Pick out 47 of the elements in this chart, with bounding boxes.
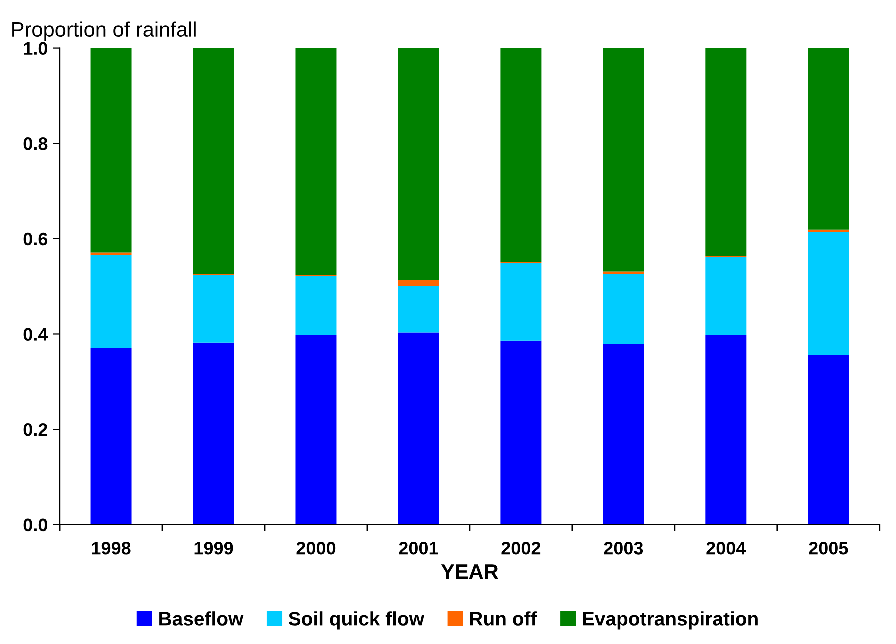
bar bbox=[808, 230, 850, 232]
y-tick-label: 0.8 bbox=[24, 138, 48, 150]
bar bbox=[603, 274, 644, 344]
x-tick-label: 2002 bbox=[502, 542, 541, 555]
bar bbox=[603, 344, 644, 525]
legend-label: Baseflow bbox=[160, 612, 244, 626]
legend-label: Evapotranspiration bbox=[583, 612, 758, 630]
y-tick-label: 0.6 bbox=[24, 232, 48, 246]
bar bbox=[296, 276, 337, 336]
y-tick-label: 0.0 bbox=[24, 518, 48, 532]
x-tick-label: 1998 bbox=[92, 542, 131, 555]
x-axis-title: YEAR bbox=[441, 564, 498, 580]
x-tick-label: 2000 bbox=[296, 542, 336, 555]
x-tick-label: 2003 bbox=[604, 542, 644, 555]
bar bbox=[500, 263, 542, 341]
x-tick-label: 2004 bbox=[706, 542, 746, 555]
bar bbox=[706, 48, 747, 256]
y-tick-label: 0.2 bbox=[24, 423, 48, 436]
x-tick-label: 2001 bbox=[399, 542, 438, 555]
x-tick-label: 1999 bbox=[194, 542, 234, 555]
bar bbox=[90, 348, 132, 525]
bar bbox=[193, 48, 234, 274]
bar bbox=[808, 232, 850, 356]
bar bbox=[706, 335, 747, 525]
legend-label: Soil quick flow bbox=[288, 612, 425, 630]
bar bbox=[193, 342, 234, 525]
bar bbox=[296, 335, 337, 525]
bar bbox=[706, 257, 747, 336]
x-tick-label: 2005 bbox=[809, 542, 848, 555]
y-tick-label: 1.0 bbox=[24, 42, 48, 56]
bar bbox=[603, 48, 644, 272]
bar bbox=[398, 286, 440, 333]
y-axis-title: Proportion of rainfall bbox=[12, 22, 196, 42]
bar bbox=[193, 275, 234, 343]
bar bbox=[90, 48, 132, 253]
legend-label: Run off bbox=[470, 612, 538, 626]
bar bbox=[500, 340, 542, 525]
bar bbox=[500, 48, 542, 262]
bar bbox=[90, 255, 132, 348]
bar bbox=[296, 48, 337, 276]
bar bbox=[808, 355, 850, 525]
y-tick-label: 0.4 bbox=[24, 328, 48, 341]
bar bbox=[398, 48, 440, 280]
bar bbox=[398, 280, 440, 286]
bar bbox=[90, 252, 132, 256]
bar bbox=[398, 332, 440, 525]
bar bbox=[808, 48, 850, 230]
